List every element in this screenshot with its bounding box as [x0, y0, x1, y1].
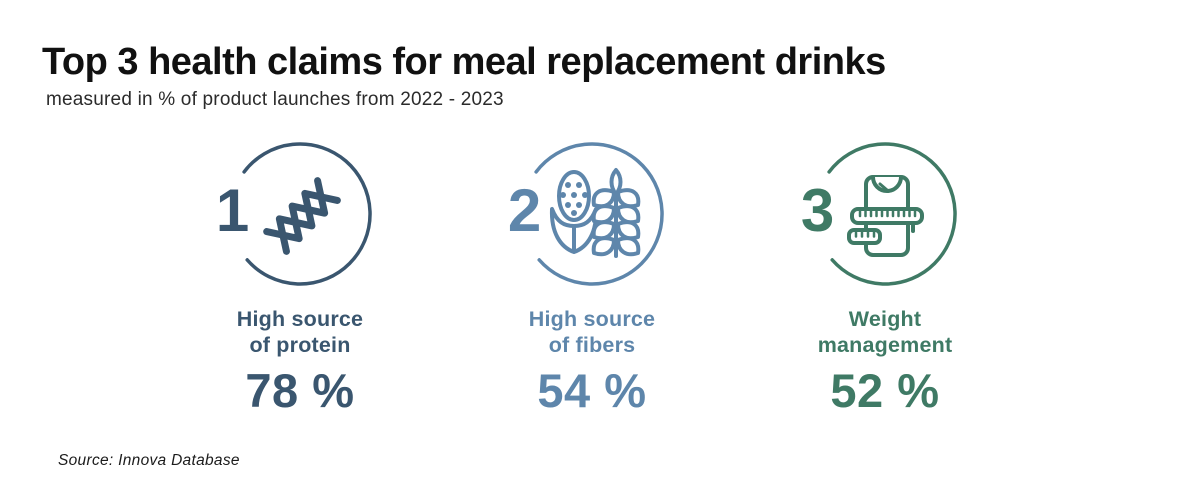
claim-label-line1: Weight	[848, 307, 922, 331]
weight-scale-icon	[847, 175, 924, 257]
rank-circle	[534, 142, 664, 286]
rank-circle	[827, 142, 957, 286]
claim-label-line1: High source	[528, 307, 656, 331]
claim-card-fibers: 2 High source of fibers 54 %	[472, 134, 712, 424]
claim-label: High source of fibers	[472, 306, 712, 358]
corn-wheat-icon	[549, 168, 641, 258]
claim-label-line2: management	[817, 333, 953, 357]
claim-value: 78 %	[245, 364, 355, 417]
claim-label-line2: of protein	[249, 333, 351, 357]
claim-label: High source of protein	[180, 306, 420, 358]
claim-value: 52 %	[830, 364, 940, 417]
claim-label-line1: High source	[236, 307, 364, 331]
claim-card-protein: 1 High source of protein 78 %	[180, 134, 420, 424]
claim-value: 54 %	[537, 364, 647, 417]
claim-card-weight: 3 Weight management 52 %	[765, 134, 1005, 424]
rank-number: 2	[507, 177, 541, 244]
rank-number: 3	[800, 177, 834, 244]
rank-number: 1	[215, 177, 249, 244]
page-title: Top 3 health claims for meal replacement…	[42, 41, 886, 83]
source-note: Source: Innova Database	[58, 452, 240, 469]
dna-icon	[263, 177, 341, 255]
rank-circle	[242, 142, 372, 286]
page-subtitle: measured in % of product launches from 2…	[46, 89, 504, 110]
claim-label-line2: of fibers	[548, 333, 636, 357]
claim-label: Weight management	[765, 306, 1005, 358]
